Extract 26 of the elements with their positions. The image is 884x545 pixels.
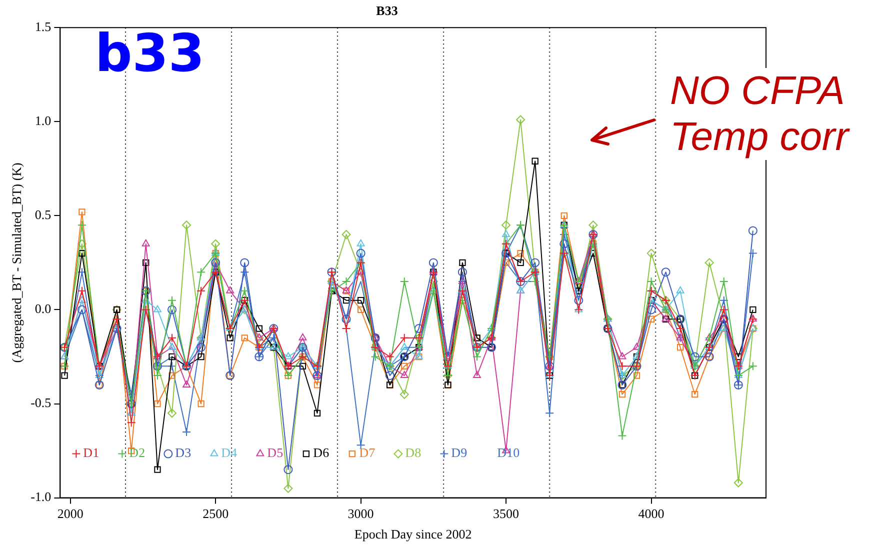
y-tick-label: 1.0 [34, 113, 52, 128]
legend-label: D7 [359, 445, 376, 460]
legend-label: D2 [129, 445, 146, 460]
chart-title: B33 [376, 3, 398, 18]
legend-label: D8 [405, 445, 422, 460]
legend-label: D1 [83, 445, 100, 460]
legend-label: D4 [221, 445, 238, 460]
legend-label: D9 [451, 445, 468, 460]
legend-label: D3 [175, 445, 192, 460]
x-tick-label: 3000 [348, 506, 374, 522]
annotation: NO CFPA Temp corr [670, 68, 870, 160]
x-tick-label: 2500 [202, 506, 229, 522]
legend-label: D5 [267, 445, 284, 460]
annotation: b33 [95, 24, 205, 84]
x-tick-label: 4000 [638, 506, 664, 522]
legend-label: D6 [313, 445, 330, 460]
y-tick-label: 0.0 [34, 301, 52, 316]
y-tick-label: 1.5 [34, 19, 52, 34]
x-tick-label: 2000 [57, 506, 84, 522]
y-tick-label: 0.5 [34, 207, 52, 222]
x-axis-title: Epoch Day since 2002 [354, 526, 472, 542]
x-tick-label: 3500 [493, 506, 520, 522]
y-tick-label: -1.0 [30, 489, 52, 504]
y-axis-title: (Aggregated_BT - Simulated_BT) (K) [9, 162, 24, 363]
y-tick-label: -0.5 [30, 395, 52, 410]
text: D10 [497, 445, 520, 460]
